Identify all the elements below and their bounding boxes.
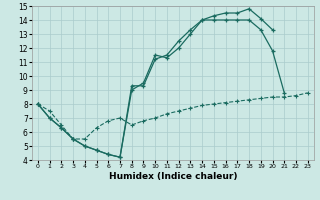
X-axis label: Humidex (Indice chaleur): Humidex (Indice chaleur) — [108, 172, 237, 181]
